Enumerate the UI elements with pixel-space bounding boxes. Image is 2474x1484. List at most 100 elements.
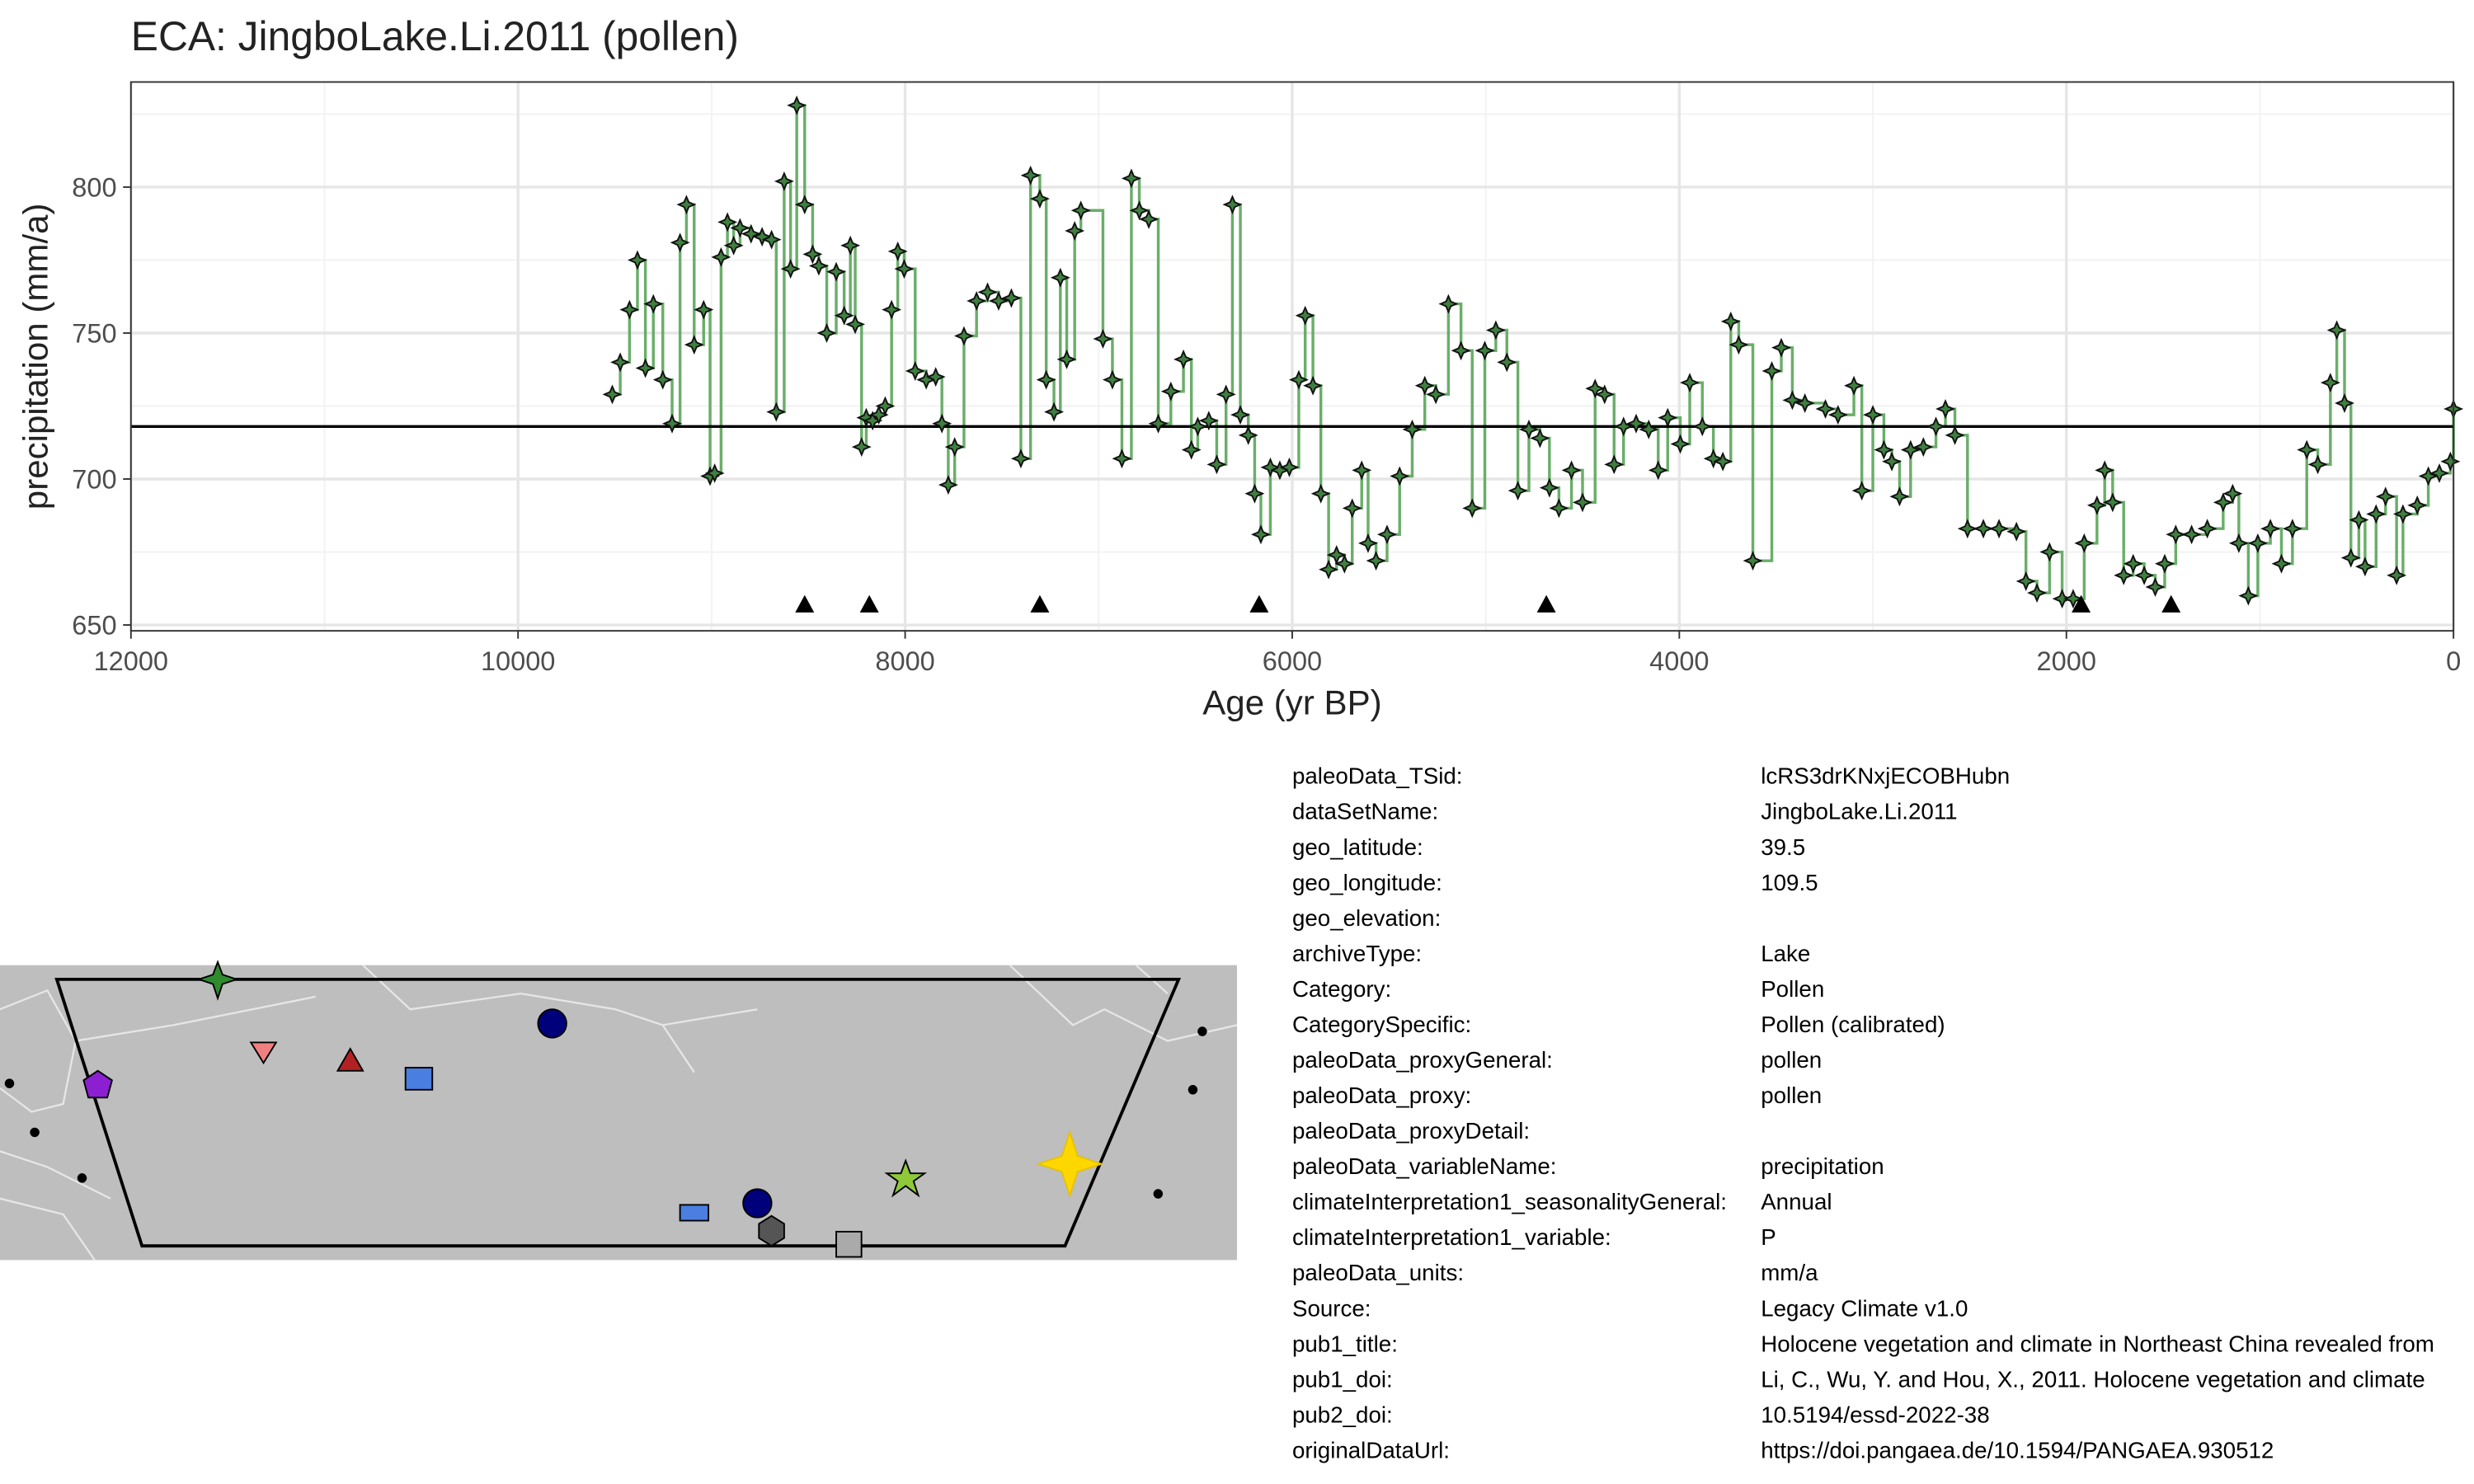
data-point: [1029, 189, 1050, 209]
data-point: [694, 299, 714, 320]
data-point: [602, 384, 623, 405]
metadata-key: pub1_title:: [1292, 1331, 1398, 1356]
site-symbol: [537, 1008, 567, 1039]
data-point: [1604, 454, 1625, 475]
x-tick-label: 6000: [1263, 646, 1322, 676]
data-point: [2440, 451, 2461, 472]
data-point: [1613, 416, 1634, 437]
data-point: [1216, 384, 1236, 405]
data-point: [1539, 477, 1559, 498]
data-point: [1518, 419, 1539, 439]
y-tick-label: 650: [72, 611, 116, 641]
data-point: [2114, 565, 2134, 585]
data-point: [1594, 384, 1615, 405]
data-point: [1815, 399, 1836, 420]
data-point: [752, 227, 773, 247]
data-point: [741, 223, 761, 244]
metadata-value: 10.5194/essd-2022-38: [1761, 1402, 1989, 1427]
data-point: [1573, 492, 1592, 513]
data-point: [1462, 498, 1483, 519]
data-point: [2320, 373, 2340, 393]
metadata-key: geo_longitude:: [1292, 870, 1442, 895]
data-point: [2134, 565, 2155, 585]
data-point: [704, 463, 725, 483]
data-point: [1020, 165, 1041, 186]
data-point: [1680, 373, 1700, 393]
site-symbol: [82, 1069, 113, 1099]
data-point: [1658, 407, 1678, 428]
data-point: [684, 335, 704, 355]
data-point: [1357, 533, 1378, 553]
metadata-value: pollen: [1761, 1047, 1822, 1073]
data-point: [676, 195, 697, 215]
data-point: [1438, 294, 1459, 314]
metadata-key: climateInterpretation1_variable:: [1292, 1224, 1611, 1250]
data-point: [1874, 439, 1894, 460]
data-point: [723, 235, 744, 256]
metadata-value: precipitation: [1761, 1153, 1884, 1179]
metadata-key: geo_latitude:: [1292, 834, 1423, 860]
metadata-value: Li, C., Wu, Y. and Hou, X., 2011. Holoce…: [1761, 1366, 2425, 1392]
metadata-key: paleoData_proxyGeneral:: [1292, 1047, 1553, 1073]
data-point: [1794, 392, 1815, 413]
data-point: [780, 259, 801, 279]
data-point: [944, 437, 965, 458]
data-point: [2015, 571, 2036, 591]
metadata-value: mm/a: [1761, 1260, 1818, 1285]
data-point: [652, 369, 673, 390]
site-symbol: [758, 1214, 785, 1247]
data-point: [2282, 519, 2302, 539]
data-point: [1139, 209, 1159, 229]
y-tick-label: 800: [72, 172, 116, 202]
site-symbol: [679, 1204, 710, 1222]
data-point: [882, 299, 902, 320]
data-point: [1585, 378, 1606, 399]
data-point: [1913, 437, 1934, 458]
data-point: [1044, 402, 1065, 422]
metadata-value: https://doi.pangaea.de/10.1594/PANGAEA.9…: [1761, 1437, 2274, 1463]
data-point: [1102, 369, 1122, 390]
data-point: [1945, 425, 1965, 445]
data-point: [887, 241, 908, 261]
data-point: [1334, 553, 1355, 574]
metadata-value: Lake: [1761, 941, 1810, 966]
data-point: [1926, 416, 1946, 437]
site-symbol: [884, 1158, 928, 1198]
data-point: [2102, 492, 2123, 513]
data-point: [1561, 460, 1582, 481]
data-point: [834, 305, 854, 326]
data-point: [717, 212, 738, 232]
data-point: [1863, 405, 1884, 425]
metadata-key: paleoData_units:: [1292, 1260, 1464, 1285]
data-point: [1530, 428, 1550, 448]
data-point: [2052, 589, 2072, 609]
data-point: [1782, 390, 1803, 411]
x-tick-label: 8000: [875, 646, 934, 676]
x-tick-label: 10000: [481, 646, 555, 676]
data-point: [851, 437, 872, 458]
data-point: [953, 326, 974, 346]
plot-area: [130, 95, 2464, 613]
metadata-value: Annual: [1761, 1189, 1832, 1214]
data-point: [2181, 524, 2202, 545]
data-point: [840, 235, 861, 256]
metadata-key: pub2_doi:: [1292, 1402, 1393, 1427]
region-outline: [54, 977, 1182, 1248]
data-point: [932, 413, 952, 434]
site-symbol: [249, 1041, 278, 1065]
data-point: [1414, 375, 1435, 396]
data-point: [2154, 553, 2175, 574]
metadata-key: climateInterpretation1_seasonalityGenera…: [1292, 1189, 1727, 1214]
data-point: [2418, 466, 2439, 486]
metadata-key: paleoData_proxyDetail:: [1292, 1118, 1530, 1144]
data-point: [1827, 405, 1848, 425]
data-point: [662, 413, 682, 434]
metadata-value: P: [1761, 1224, 1776, 1250]
data-point: [2297, 439, 2317, 460]
data-point: [1010, 448, 1031, 469]
data-point: [1451, 340, 1471, 361]
data-point: [1376, 524, 1397, 545]
metadata-table: paleoData_TSid: lcRS3drKNxjECOBHubn dataSe…: [1292, 763, 2434, 1463]
data-point: [1181, 439, 1202, 460]
map-borders: [0, 964, 1238, 1261]
